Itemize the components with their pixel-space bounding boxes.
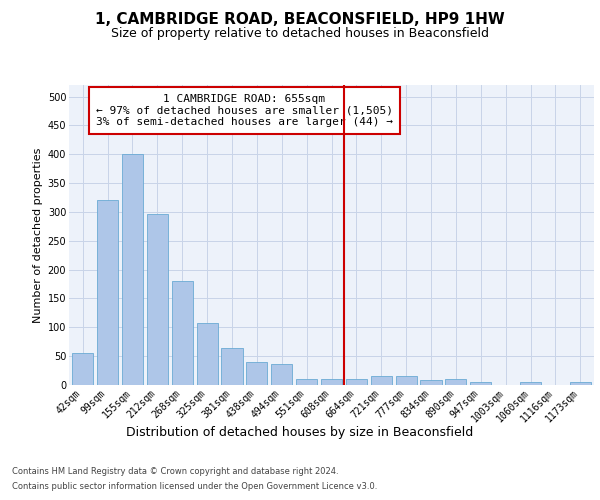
Bar [147,214,168,385]
Bar [221,348,242,385]
Bar [197,322,218,385]
Bar [570,382,591,385]
Bar [321,379,342,385]
Text: 1 CAMBRIDGE ROAD: 655sqm
← 97% of detached houses are smaller (1,505)
3% of semi: 1 CAMBRIDGE ROAD: 655sqm ← 97% of detach… [96,94,393,127]
Bar [395,376,417,385]
Bar [172,281,193,385]
Bar [246,362,268,385]
Y-axis label: Number of detached properties: Number of detached properties [34,148,43,322]
Text: Contains public sector information licensed under the Open Government Licence v3: Contains public sector information licen… [12,482,377,491]
Bar [421,380,442,385]
Bar [72,354,93,385]
Bar [346,379,367,385]
Bar [271,364,292,385]
Bar [445,379,466,385]
Bar [296,379,317,385]
Text: Contains HM Land Registry data © Crown copyright and database right 2024.: Contains HM Land Registry data © Crown c… [12,467,338,476]
Text: Distribution of detached houses by size in Beaconsfield: Distribution of detached houses by size … [127,426,473,439]
Bar [97,200,118,385]
Bar [371,376,392,385]
Text: 1, CAMBRIDGE ROAD, BEACONSFIELD, HP9 1HW: 1, CAMBRIDGE ROAD, BEACONSFIELD, HP9 1HW [95,12,505,28]
Bar [122,154,143,385]
Text: Size of property relative to detached houses in Beaconsfield: Size of property relative to detached ho… [111,28,489,40]
Bar [520,382,541,385]
Bar [470,382,491,385]
